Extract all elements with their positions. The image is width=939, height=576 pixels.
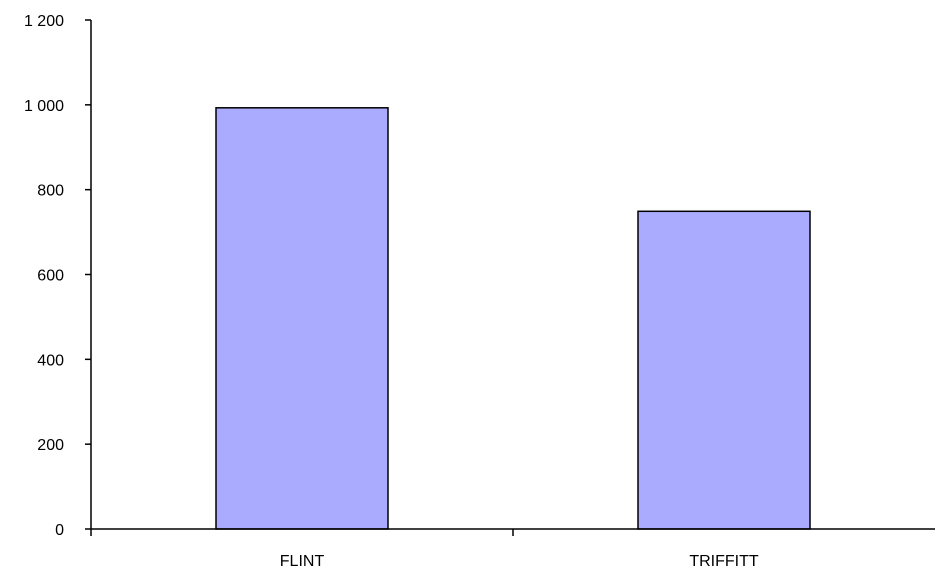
y-tick-label: 200 (37, 437, 64, 454)
y-tick-label: 600 (37, 268, 64, 285)
x-category-label: TRIFFITT (689, 553, 759, 570)
y-axis-ticks (85, 19, 91, 530)
x-axis-ticks (90, 529, 514, 536)
x-category-label: FLINT (280, 553, 325, 570)
x-axis-category-labels: FLINT TRIFFITT (280, 553, 759, 570)
y-tick-label: 1 200 (24, 13, 64, 30)
bar-triffitt (637, 210, 811, 530)
y-tick-label: 800 (37, 183, 64, 200)
bar-flint (215, 107, 389, 530)
y-axis-tick-labels: 0 200 400 600 800 1 000 1 200 (24, 13, 64, 539)
y-tick-label: 1 000 (24, 98, 64, 115)
bars (215, 107, 811, 530)
y-tick-label: 400 (37, 352, 64, 369)
y-tick-label: 0 (55, 522, 64, 539)
